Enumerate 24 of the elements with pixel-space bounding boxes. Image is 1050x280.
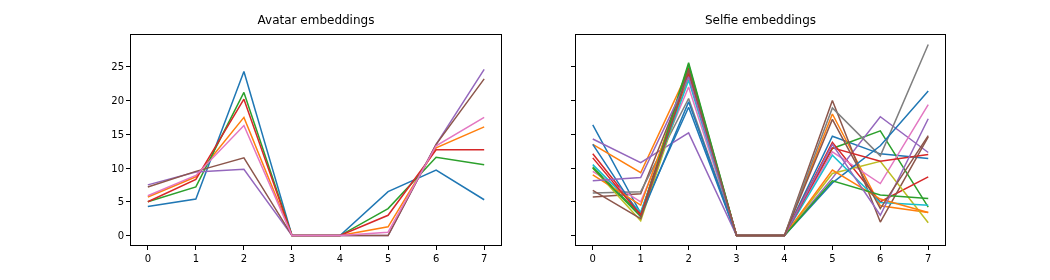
x-tick-label: 4 bbox=[781, 253, 788, 264]
x-tick-label: 3 bbox=[288, 253, 296, 264]
y-tick-label: 5 bbox=[117, 196, 124, 208]
x-tick-label: 7 bbox=[480, 253, 488, 264]
x-tick-label: 4 bbox=[336, 253, 344, 264]
chart-title: Selfie embeddings bbox=[704, 13, 817, 27]
x-tick-label: 0 bbox=[144, 253, 152, 264]
x-tick-label: 2 bbox=[685, 253, 692, 264]
y-tick-label: 25 bbox=[111, 61, 124, 73]
y-tick-label: 0 bbox=[117, 230, 124, 242]
x-tick-label: 5 bbox=[384, 253, 392, 264]
y-tick-label: 20 bbox=[111, 95, 124, 106]
y-tick-label: 10 bbox=[111, 162, 124, 174]
x-tick-label: 3 bbox=[733, 253, 740, 264]
x-tick-label: 5 bbox=[829, 253, 836, 264]
x-tick-label: 6 bbox=[432, 253, 440, 264]
x-tick-label: 0 bbox=[589, 253, 596, 264]
chart-title: Avatar embeddings bbox=[257, 13, 375, 27]
x-tick-label: 1 bbox=[637, 253, 644, 264]
y-tick-label: 15 bbox=[111, 128, 124, 140]
x-tick-label: 7 bbox=[925, 253, 932, 264]
x-tick-label: 6 bbox=[877, 253, 884, 264]
x-tick-label: 2 bbox=[240, 253, 248, 264]
x-tick-label: 1 bbox=[192, 253, 200, 264]
